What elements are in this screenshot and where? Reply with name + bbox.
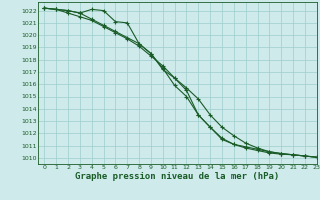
X-axis label: Graphe pression niveau de la mer (hPa): Graphe pression niveau de la mer (hPa) (76, 172, 280, 181)
